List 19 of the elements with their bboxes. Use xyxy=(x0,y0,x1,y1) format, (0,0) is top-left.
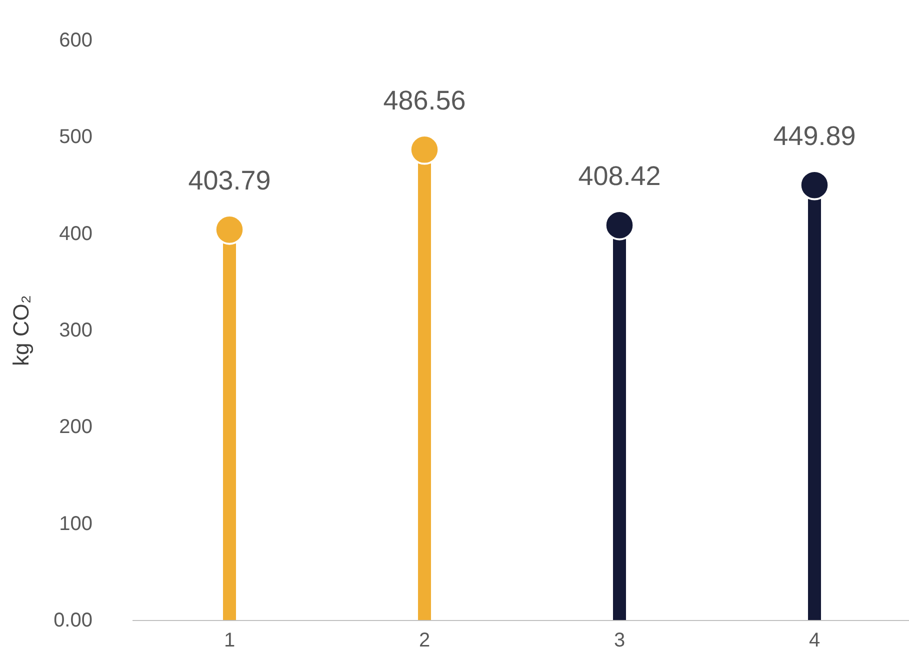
y-tick-label: 500 xyxy=(59,126,92,148)
data-label: 408.42 xyxy=(578,161,661,192)
x-tick-label: 3 xyxy=(614,630,626,652)
data-label: 449.89 xyxy=(773,121,856,152)
point xyxy=(214,214,245,245)
y-tick-label: 100 xyxy=(59,512,92,535)
y-tick-label: 600 xyxy=(59,30,92,52)
y-tick-label: 200 xyxy=(59,416,92,438)
data-label: 403.79 xyxy=(188,166,271,196)
point xyxy=(409,134,440,165)
x-tick-label: 1 xyxy=(224,630,236,652)
y-tick-label: 0.00 xyxy=(54,610,92,632)
point xyxy=(604,210,635,240)
x-tick-label: 4 xyxy=(808,630,820,652)
y-axis-title: kg CO₂ xyxy=(8,295,34,366)
y-tick-label: 300 xyxy=(59,320,92,342)
x-tick-label: 2 xyxy=(418,630,430,652)
data-label: 486.56 xyxy=(383,86,466,116)
y-tick-label: 400 xyxy=(59,222,92,245)
